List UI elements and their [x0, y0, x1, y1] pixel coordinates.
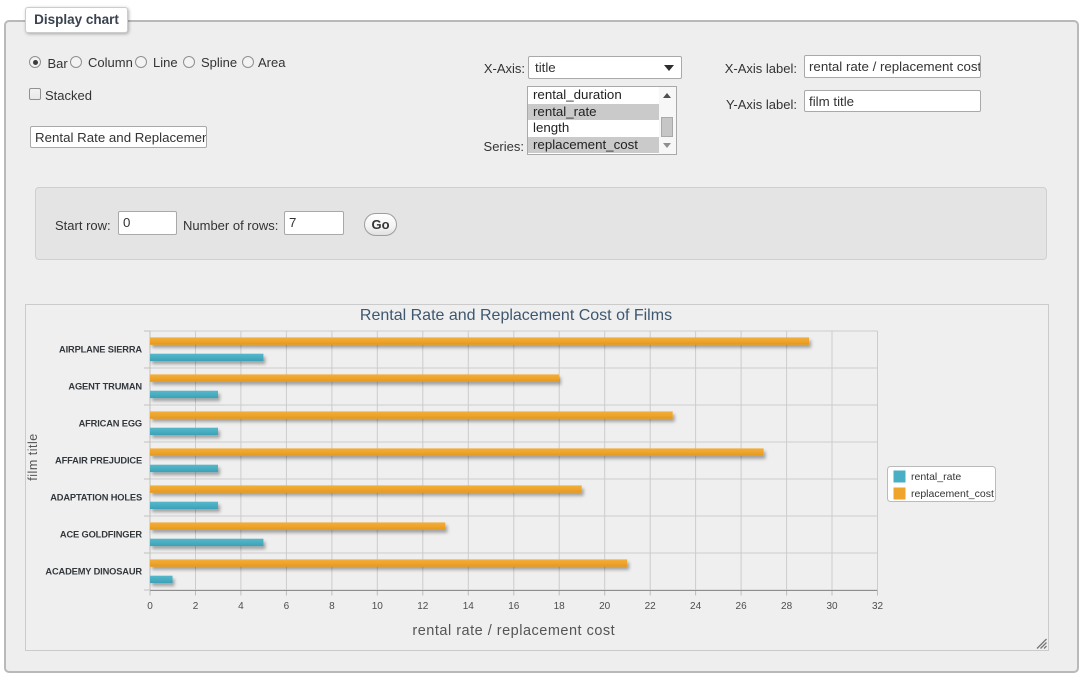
svg-text:AGENT TRUMAN: AGENT TRUMAN: [68, 382, 142, 392]
svg-text:4: 4: [238, 601, 244, 612]
svg-text:22: 22: [645, 601, 657, 612]
svg-text:Rental Rate and Replacement Co: Rental Rate and Replacement Cost of Film…: [360, 307, 672, 324]
svg-text:12: 12: [417, 601, 429, 612]
svg-text:30: 30: [826, 601, 838, 612]
svg-text:24: 24: [690, 601, 702, 612]
svg-text:0: 0: [147, 601, 153, 612]
svg-text:10: 10: [372, 601, 384, 612]
svg-text:28: 28: [781, 601, 793, 612]
svg-text:16: 16: [508, 601, 520, 612]
svg-text:AFRICAN EGG: AFRICAN EGG: [79, 419, 142, 429]
svg-text:AFFAIR PREJUDICE: AFFAIR PREJUDICE: [55, 456, 142, 466]
svg-text:18: 18: [554, 601, 566, 612]
svg-text:6: 6: [284, 601, 290, 612]
svg-text:replacement_cost: replacement_cost: [911, 488, 994, 500]
svg-text:ACADEMY DINOSAUR: ACADEMY DINOSAUR: [45, 567, 142, 577]
svg-text:ADAPTATION HOLES: ADAPTATION HOLES: [50, 493, 142, 503]
svg-text:AIRPLANE SIERRA: AIRPLANE SIERRA: [59, 345, 142, 355]
svg-text:rental rate / replacement cost: rental rate / replacement cost: [412, 623, 615, 639]
svg-text:26: 26: [736, 601, 748, 612]
svg-text:ACE GOLDFINGER: ACE GOLDFINGER: [60, 530, 143, 540]
svg-text:8: 8: [329, 601, 335, 612]
svg-text:32: 32: [872, 601, 884, 612]
svg-text:film title: film title: [26, 433, 40, 480]
svg-text:2: 2: [193, 601, 199, 612]
svg-text:20: 20: [599, 601, 611, 612]
svg-text:rental_rate: rental_rate: [911, 471, 961, 483]
svg-text:14: 14: [463, 601, 475, 612]
